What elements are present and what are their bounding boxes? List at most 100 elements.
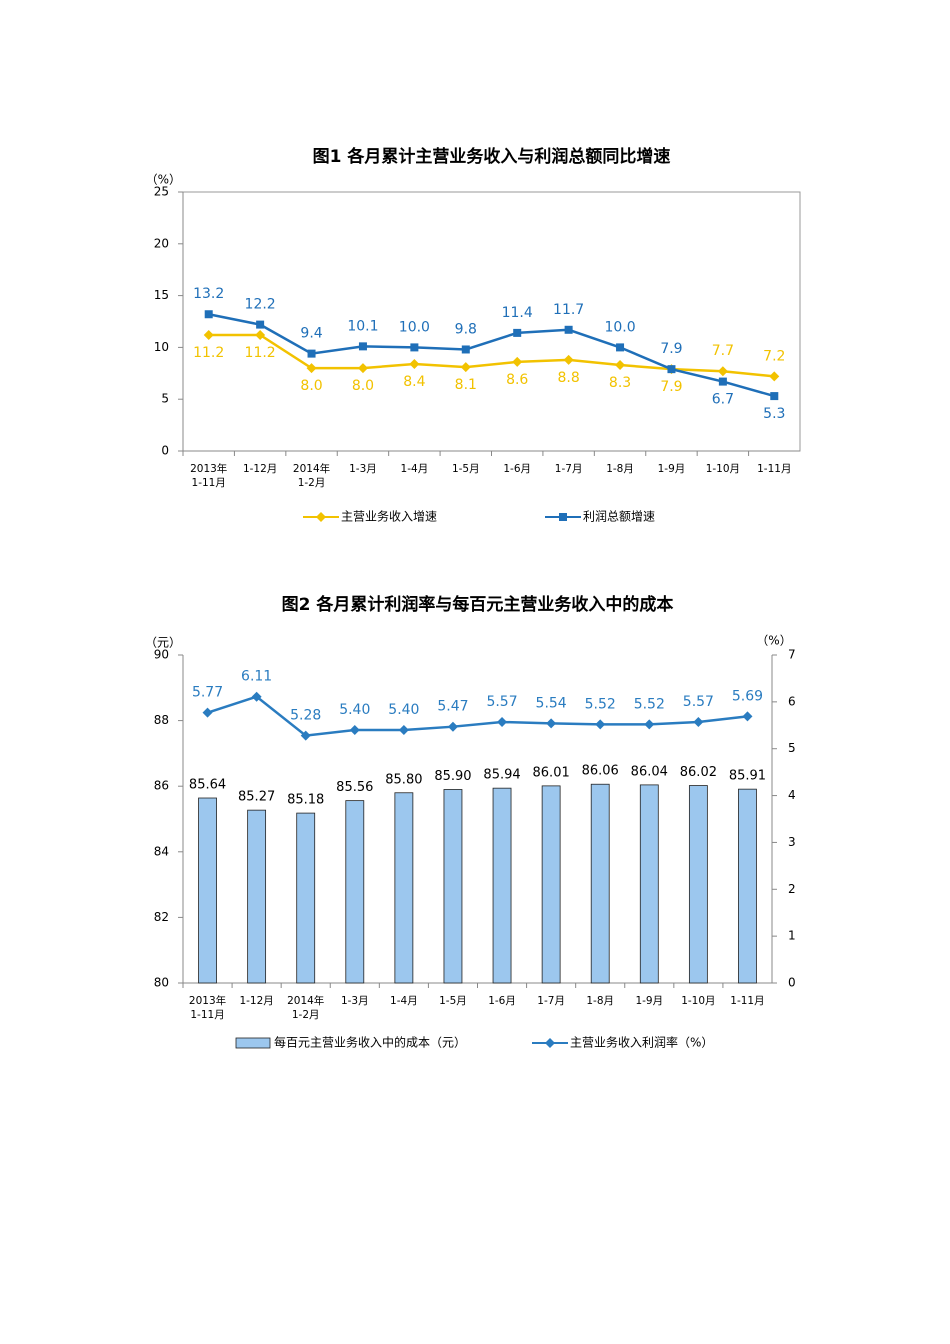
y2-tick-label: 2 <box>788 882 796 896</box>
x-tick-label: 1-10月 <box>681 995 716 1007</box>
data-label: 12.2 <box>245 297 276 313</box>
legend-label: 主营业务收入利润率（%） <box>570 1035 713 1050</box>
data-label: 13.2 <box>193 286 224 302</box>
marker <box>204 310 213 319</box>
y-tick-label: 5 <box>161 392 169 406</box>
x-tick-label: 1-6月 <box>503 463 532 475</box>
bar <box>492 787 512 984</box>
marker <box>202 707 213 718</box>
y-tick-label: 10 <box>154 340 169 354</box>
data-label: 5.47 <box>437 699 468 715</box>
x-tick-label: 1-8月 <box>586 995 615 1007</box>
marker <box>513 328 522 337</box>
x-tick-label: 1-5月 <box>451 463 480 475</box>
x-tick-label: 1-10月 <box>705 463 741 475</box>
bar <box>296 812 316 984</box>
data-label: 8.4 <box>403 374 425 390</box>
series-line <box>208 313 775 398</box>
data-label: 85.18 <box>287 793 324 808</box>
y2-tick-label: 1 <box>788 929 796 943</box>
data-label: 7.9 <box>660 379 682 395</box>
marker <box>349 724 360 735</box>
y-axis-label: （%） <box>146 173 181 187</box>
data-label: 6.7 <box>712 392 734 408</box>
data-label: 85.80 <box>385 772 422 787</box>
marker <box>718 377 727 386</box>
x-tick-label: 2014年 1-2月 <box>287 995 325 1021</box>
y-tick-label: 90 <box>154 648 169 662</box>
y2-tick-label: 7 <box>788 648 796 662</box>
marker <box>203 329 214 340</box>
bar <box>738 788 757 984</box>
x-tick-label: 2013年 1-11月 <box>188 995 227 1021</box>
y-tick-label: 20 <box>154 236 169 250</box>
series-line <box>208 333 775 378</box>
data-label: 5.69 <box>732 688 763 704</box>
legend-label: 主营业务收入增速 <box>341 509 437 524</box>
marker <box>667 365 676 374</box>
bar <box>345 800 365 984</box>
x-tick-label: 1-4月 <box>400 463 429 475</box>
data-label: 11.7 <box>553 302 584 318</box>
marker <box>461 345 470 354</box>
data-label: 85.64 <box>189 778 226 793</box>
marker <box>409 358 420 369</box>
y2-axis-label: （%） <box>756 634 791 648</box>
data-label: 8.1 <box>455 377 477 393</box>
x-tick-label: 1-8月 <box>606 463 634 475</box>
data-label: 85.91 <box>729 769 766 784</box>
x-tick-label: 1-3月 <box>349 463 377 475</box>
data-label: 7.2 <box>763 348 785 364</box>
marker <box>717 366 728 377</box>
marker <box>398 724 409 735</box>
data-label: 11.2 <box>245 345 276 361</box>
bar <box>247 809 267 984</box>
x-tick-label: 2014年 1-2月 <box>292 463 331 489</box>
data-label: 8.8 <box>557 370 579 386</box>
marker <box>616 343 625 352</box>
legend-swatch <box>235 1037 271 1049</box>
bar <box>443 789 463 984</box>
chart-title: 图1 各月累计主营业务收入与利润总额同比增速 <box>313 146 671 167</box>
y-tick-label: 88 <box>154 713 169 727</box>
data-label: 7.7 <box>712 343 734 359</box>
marker <box>358 342 367 351</box>
data-label: 8.0 <box>300 378 322 394</box>
marker <box>255 329 266 340</box>
marker <box>546 718 557 729</box>
y-tick-label: 86 <box>154 779 169 793</box>
x-tick-label: 1-3月 <box>340 995 369 1007</box>
data-label: 9.8 <box>455 321 477 337</box>
data-label: 86.01 <box>533 765 570 780</box>
data-label: 86.04 <box>631 764 668 779</box>
data-label: 9.4 <box>300 326 322 342</box>
data-label: 11.2 <box>193 345 224 361</box>
marker <box>769 371 780 382</box>
marker <box>306 363 317 374</box>
bar <box>198 797 217 984</box>
data-label: 86.06 <box>582 764 619 779</box>
data-label: 85.56 <box>336 780 373 795</box>
data-label: 5.28 <box>290 708 321 724</box>
data-label: 85.90 <box>434 769 471 784</box>
y-tick-label: 15 <box>154 288 169 302</box>
legend-label: 每百元主营业务收入中的成本（元） <box>274 1035 466 1050</box>
data-label: 5.52 <box>585 696 616 712</box>
data-label: 8.6 <box>506 372 528 388</box>
y-axis-label: （元） <box>145 636 181 650</box>
x-tick-label: 1-12月 <box>242 463 278 475</box>
marker <box>357 363 368 374</box>
x-tick-label: 2013年 1-11月 <box>190 463 228 489</box>
marker <box>316 512 326 522</box>
x-tick-label: 1-9月 <box>635 995 664 1007</box>
data-label: 5.52 <box>634 696 665 712</box>
marker <box>693 717 704 728</box>
y2-tick-label: 5 <box>788 741 796 755</box>
plot-frame <box>182 191 801 452</box>
data-label: 7.9 <box>660 341 682 357</box>
marker <box>307 349 316 358</box>
x-tick-label: 1-6月 <box>488 995 516 1007</box>
x-tick-label: 1-11月 <box>730 995 765 1007</box>
data-label: 86.02 <box>680 765 717 780</box>
marker <box>564 325 573 334</box>
